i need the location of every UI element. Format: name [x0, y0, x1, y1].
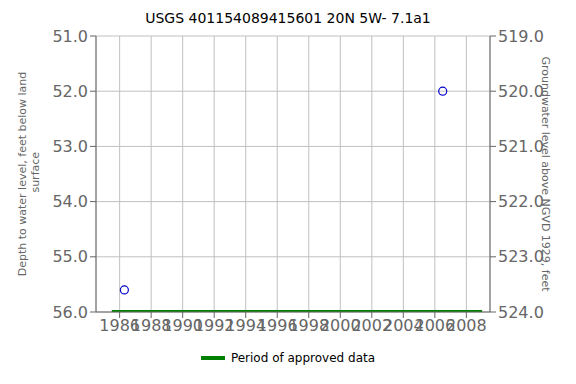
svg-text:523.0: 523.0 — [498, 247, 544, 266]
svg-text:522.0: 522.0 — [498, 192, 544, 211]
svg-text:2002: 2002 — [351, 316, 393, 336]
html-text:USGS 401154089415601 20N 5W- 7: USGS 401154089415601 20N 5W- 7.1a1 — [145, 10, 431, 26]
svg-text:1992: 1992 — [193, 316, 235, 336]
svg-text:1998: 1998 — [288, 316, 330, 336]
svg-text:1988: 1988 — [130, 316, 172, 336]
svg-text:1994: 1994 — [225, 316, 267, 336]
svg-text:521.0: 521.0 — [498, 137, 544, 156]
svg-text:2000: 2000 — [319, 316, 361, 336]
svg-text:55.0: 55.0 — [52, 247, 88, 266]
svg-text:524.0: 524.0 — [498, 303, 544, 322]
svg-text:1996: 1996 — [256, 316, 298, 336]
svg-text:1986: 1986 — [99, 316, 140, 336]
svg-text:520.0: 520.0 — [498, 82, 544, 101]
svg-text:51.0: 51.0 — [52, 28, 88, 46]
svg-text:54.0: 54.0 — [52, 192, 88, 211]
svg-text:2004: 2004 — [383, 316, 424, 336]
svg-text:1990: 1990 — [162, 316, 203, 336]
svg-text:519.0: 519.0 — [498, 28, 544, 46]
svg-text:2008: 2008 — [446, 316, 487, 335]
svg-text:52.0: 52.0 — [52, 82, 88, 101]
svg-text:2006: 2006 — [414, 316, 456, 336]
html-text:Period of approved data: Period of approved data — [230, 351, 376, 365]
svg-text:56.0: 56.0 — [52, 303, 88, 322]
svg-text:53.0: 53.0 — [52, 137, 88, 156]
svg-text:Groundwater level above NGVD 1: Groundwater level above NGVD 1929, feet — [539, 56, 553, 292]
svg-text:Depth to water level, feet bel: Depth to water level, feet below land su… — [16, 72, 42, 277]
